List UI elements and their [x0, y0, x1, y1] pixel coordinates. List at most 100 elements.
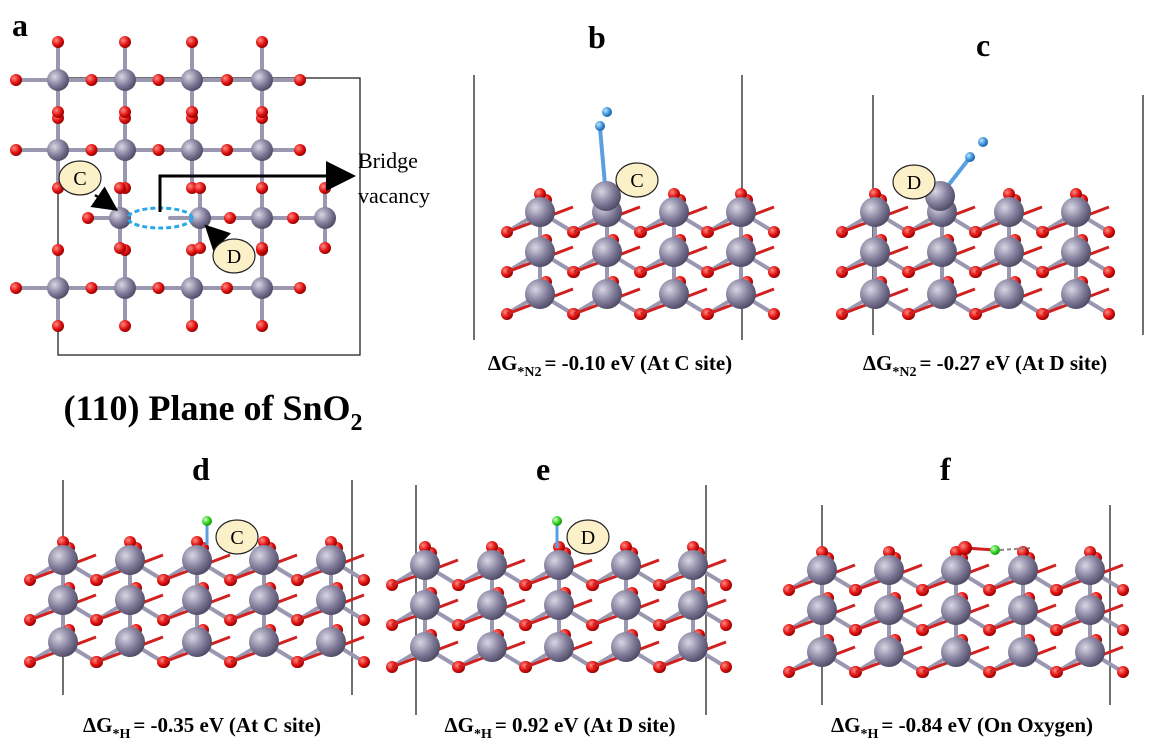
tin-atom [109, 207, 131, 229]
oxygen-atom [221, 74, 233, 86]
oxygen-atom [119, 106, 131, 118]
tin-atom [994, 279, 1024, 309]
oxygen-atom [10, 282, 22, 294]
panel-label: b [588, 19, 606, 55]
caption-symbol: ΔG [831, 713, 861, 737]
caption-sub: 2 [351, 410, 363, 436]
arrow [95, 195, 114, 208]
tin-atom [592, 237, 622, 267]
oxygen-atom [119, 320, 131, 332]
tin-atom [182, 545, 212, 575]
tin-atom [611, 632, 641, 662]
panel-label: e [536, 451, 550, 487]
tin-atom [48, 545, 78, 575]
oxygen-atom [768, 266, 780, 278]
nitrogen-atom [595, 121, 605, 131]
tin-atom [726, 197, 756, 227]
annotation: Bridge [358, 148, 418, 173]
caption-sub: *H [112, 727, 130, 742]
panel-label: d [192, 451, 210, 487]
oxygen-atom [319, 242, 331, 254]
oxygen-atom [256, 320, 268, 332]
atoms [10, 36, 1143, 715]
caption-text: = -0.35 eV (At C site) [133, 713, 321, 737]
tin-atom [807, 637, 837, 667]
oxygen-atom [86, 74, 98, 86]
oxygen-atom [224, 212, 236, 224]
caption: ΔG*N2= -0.10 eV (At C site) [488, 351, 732, 380]
site-label: D [907, 172, 921, 194]
oxygen-atom [153, 144, 165, 156]
tin-atom [249, 545, 279, 575]
oxygen-atom [194, 242, 206, 254]
oxygen-atom [221, 282, 233, 294]
tin-atom [1061, 279, 1091, 309]
tin-atom [1061, 197, 1091, 227]
tin-atom [678, 590, 708, 620]
caption-sub: *H [474, 727, 492, 742]
oxygen-atom [294, 282, 306, 294]
oxygen-atom [294, 144, 306, 156]
oxygen-atom [194, 182, 206, 194]
tin-atom [659, 197, 689, 227]
tin-atom [1008, 555, 1038, 585]
tin-atom [114, 139, 136, 161]
oxygen-atom [86, 144, 98, 156]
tin-atom [941, 595, 971, 625]
oxygen-atom [256, 182, 268, 194]
caption: (110) Plane of SnO2 [63, 388, 362, 436]
oxygen-atom [52, 244, 64, 256]
oxygen-atom [768, 308, 780, 320]
oxygen-atom [358, 656, 370, 668]
tin-atom [115, 545, 145, 575]
tin-atom [611, 590, 641, 620]
oxygen-atom [319, 182, 331, 194]
tin-atom [410, 632, 440, 662]
tin-atom [316, 545, 346, 575]
tin-atom [249, 585, 279, 615]
tin-atom [477, 590, 507, 620]
oxygen-atom [221, 144, 233, 156]
tin-atom [941, 555, 971, 585]
hydrogen-atom [552, 516, 562, 526]
oxygen-atom [1117, 624, 1129, 636]
tin-atom [181, 277, 203, 299]
caption: ΔG*H= -0.35 eV (At C site) [83, 713, 321, 742]
panel-label: f [940, 451, 951, 487]
tin-atom [611, 550, 641, 580]
oxygen-atom [256, 106, 268, 118]
tin-atom [477, 632, 507, 662]
tin-atom [927, 237, 957, 267]
tin-atom [251, 139, 273, 161]
caption: ΔG*H= -0.84 eV (On Oxygen) [831, 713, 1093, 742]
hydrogen-atom [990, 545, 1000, 555]
oxygen-atom [256, 36, 268, 48]
tin-atom [1061, 237, 1091, 267]
tin-atom [726, 237, 756, 267]
tin-atom [678, 550, 708, 580]
oxygen-atom [768, 226, 780, 238]
tin-atom [525, 197, 555, 227]
tin-atom [659, 279, 689, 309]
tin-atom [659, 237, 689, 267]
tin-atom [874, 637, 904, 667]
tin-atom [410, 550, 440, 580]
oxygen-atom [82, 212, 94, 224]
site-label: D [581, 527, 595, 549]
site-label: C [73, 168, 86, 190]
tin-atom [114, 277, 136, 299]
tin-atom [47, 69, 69, 91]
tin-atom [182, 585, 212, 615]
tin-atom [48, 585, 78, 615]
hydrogen-atom [202, 516, 212, 526]
tin-atom [860, 197, 890, 227]
tin-atom [182, 627, 212, 657]
tin-atom [927, 279, 957, 309]
panel-label: a [12, 7, 28, 43]
tin-atom [314, 207, 336, 229]
arrow [160, 176, 350, 212]
tin-atom [251, 277, 273, 299]
panel-label: c [976, 27, 990, 63]
tin-atom [410, 590, 440, 620]
oxygen-atom [153, 282, 165, 294]
